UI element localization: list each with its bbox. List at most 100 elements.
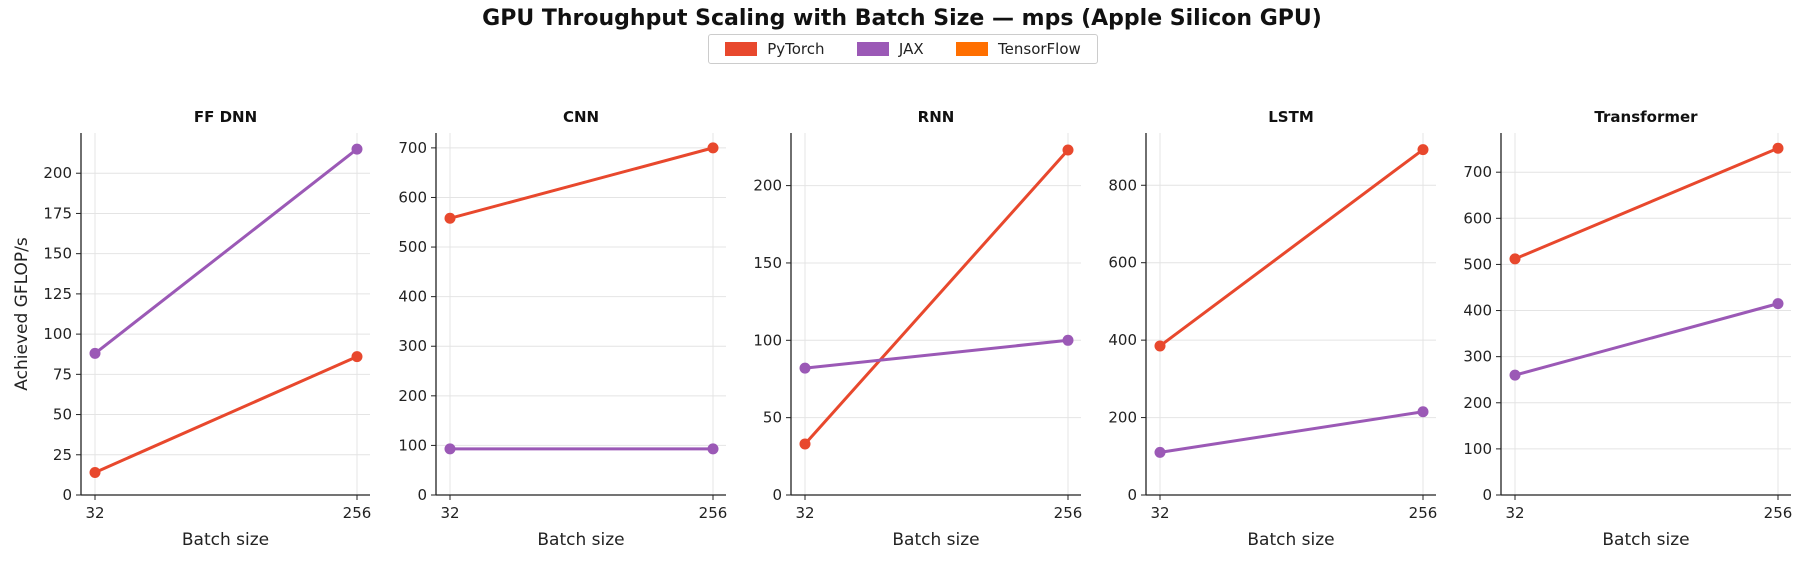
panel-lstm: 0 200 400 600 800 32 256 LSTM Batch size (1108, 108, 1437, 550)
data-point-jax (707, 443, 719, 455)
data-point-jax (1772, 298, 1784, 310)
panel-title: LSTM (1268, 108, 1314, 126)
panel-title: CNN (563, 108, 599, 126)
panel-cnn: 0 100 200 300 400 500 600 700 32 256 CNN Batch size (398, 108, 727, 550)
data-point-jax (1417, 406, 1429, 418)
x-tick-label: 256 (1409, 504, 1438, 522)
y-tick-label: 300 (1463, 348, 1492, 366)
y-tick-label: 200 (43, 164, 72, 182)
data-point-pytorch (89, 466, 101, 478)
series-line-pytorch (803, 149, 1070, 445)
series-line-jax (94, 147, 358, 355)
x-tick-label: 256 (1054, 504, 1083, 522)
panel-rnn: 0 50 100 150 200 32 256 RNN Batch size (753, 108, 1082, 550)
y-tick-label: 100 (398, 436, 427, 454)
legend-item-jax: JAX (856, 40, 924, 58)
data-point-jax (1154, 446, 1166, 458)
data-point-pytorch (1772, 142, 1784, 154)
legend-item-pytorch: PyTorch (725, 40, 825, 58)
y-axis-label: Achieved GFLOP/s (12, 237, 32, 391)
y-tick-label: 50 (53, 406, 72, 424)
legend-label-jax: JAX (898, 40, 924, 58)
x-tick-label: 32 (795, 504, 814, 522)
x-tick-label: 256 (699, 504, 728, 522)
data-point-pytorch (799, 438, 811, 450)
series-line-jax (1514, 302, 1779, 377)
y-tick-label: 50 (763, 409, 782, 427)
y-tick-label: 0 (417, 486, 427, 504)
series-line-pytorch (1514, 146, 1779, 261)
x-tick-label: 32 (1150, 504, 1169, 522)
data-point-pytorch (1154, 340, 1166, 352)
data-point-pytorch (351, 351, 363, 363)
chart-title: GPU Throughput Scaling with Batch Size —… (482, 6, 1322, 31)
y-tick-label: 700 (1463, 163, 1492, 181)
y-tick-label: 175 (43, 204, 72, 222)
legend: PyTorch JAX TensorFlow (708, 34, 1098, 64)
y-tick-label: 800 (1108, 176, 1137, 194)
y-tick-label: 300 (398, 337, 427, 355)
y-tick-label: 600 (398, 188, 427, 206)
y-tick-label: 200 (753, 177, 782, 195)
y-tick-label: 0 (1127, 486, 1137, 504)
data-point-pytorch (1062, 144, 1074, 156)
y-tick-label: 200 (1108, 409, 1137, 427)
x-tick-label: 256 (343, 504, 372, 522)
series-line-jax (1159, 410, 1424, 454)
x-axis-label: Batch size (1602, 530, 1689, 550)
series-line-pytorch (94, 355, 358, 474)
panel-ff-dnn: 0 25 50 75 100 125 150 175 200 32 256 FF DNN Batch s… (12, 108, 371, 550)
series-line-pytorch (449, 146, 714, 220)
data-point-jax (351, 143, 363, 155)
y-tick-label: 0 (772, 486, 782, 504)
x-axis-label: Batch size (892, 530, 979, 550)
legend-swatch-pytorch (725, 42, 758, 56)
x-axis-label: Batch size (182, 530, 269, 550)
data-point-pytorch (444, 212, 456, 224)
panel-title: FF DNN (194, 108, 257, 126)
series-line-jax (804, 338, 1069, 370)
legend-label-tensorflow: TensorFlow (998, 40, 1081, 58)
y-tick-label: 150 (753, 254, 782, 272)
x-tick-label: 32 (1505, 504, 1524, 522)
x-tick-label: 32 (440, 504, 459, 522)
legend-item-tensorflow: TensorFlow (956, 40, 1081, 58)
legend-swatch-tensorflow (956, 42, 989, 56)
data-point-jax (1509, 369, 1521, 381)
legend-label-pytorch: PyTorch (767, 40, 825, 58)
data-point-jax (89, 347, 101, 359)
data-point-jax (1062, 334, 1074, 346)
y-tick-label: 125 (43, 285, 72, 303)
y-tick-label: 400 (1108, 331, 1137, 349)
y-tick-label: 400 (398, 288, 427, 306)
y-tick-label: 600 (1463, 209, 1492, 227)
y-tick-label: 500 (398, 238, 427, 256)
y-tick-label: 100 (1463, 440, 1492, 458)
y-tick-label: 25 (53, 446, 72, 464)
data-point-jax (799, 362, 811, 374)
x-tick-label: 32 (85, 504, 104, 522)
y-tick-label: 200 (398, 387, 427, 405)
x-axis-label: Batch size (537, 530, 624, 550)
x-axis-label: Batch size (1247, 530, 1334, 550)
y-tick-label: 75 (53, 365, 72, 383)
data-point-pytorch (1509, 253, 1521, 265)
panel-title: RNN (918, 108, 955, 126)
y-tick-label: 500 (1463, 255, 1492, 273)
data-point-pytorch (1417, 144, 1429, 156)
y-tick-label: 200 (1463, 394, 1492, 412)
panel-title: Transformer (1594, 108, 1698, 126)
panel-transformer: 0 100 200 300 400 500 600 700 32 256 Transformer Ba… (1463, 108, 1792, 550)
data-point-jax (444, 443, 456, 455)
y-tick-label: 100 (43, 325, 72, 343)
series-line-pytorch (1159, 148, 1424, 348)
y-tick-label: 150 (43, 245, 72, 263)
y-tick-label: 0 (1482, 486, 1492, 504)
data-point-pytorch (707, 142, 719, 154)
y-tick-label: 100 (753, 331, 782, 349)
y-tick-label: 400 (1463, 302, 1492, 320)
y-tick-label: 600 (1108, 254, 1137, 272)
legend-swatch-jax (856, 42, 889, 56)
y-tick-label: 0 (62, 486, 72, 504)
